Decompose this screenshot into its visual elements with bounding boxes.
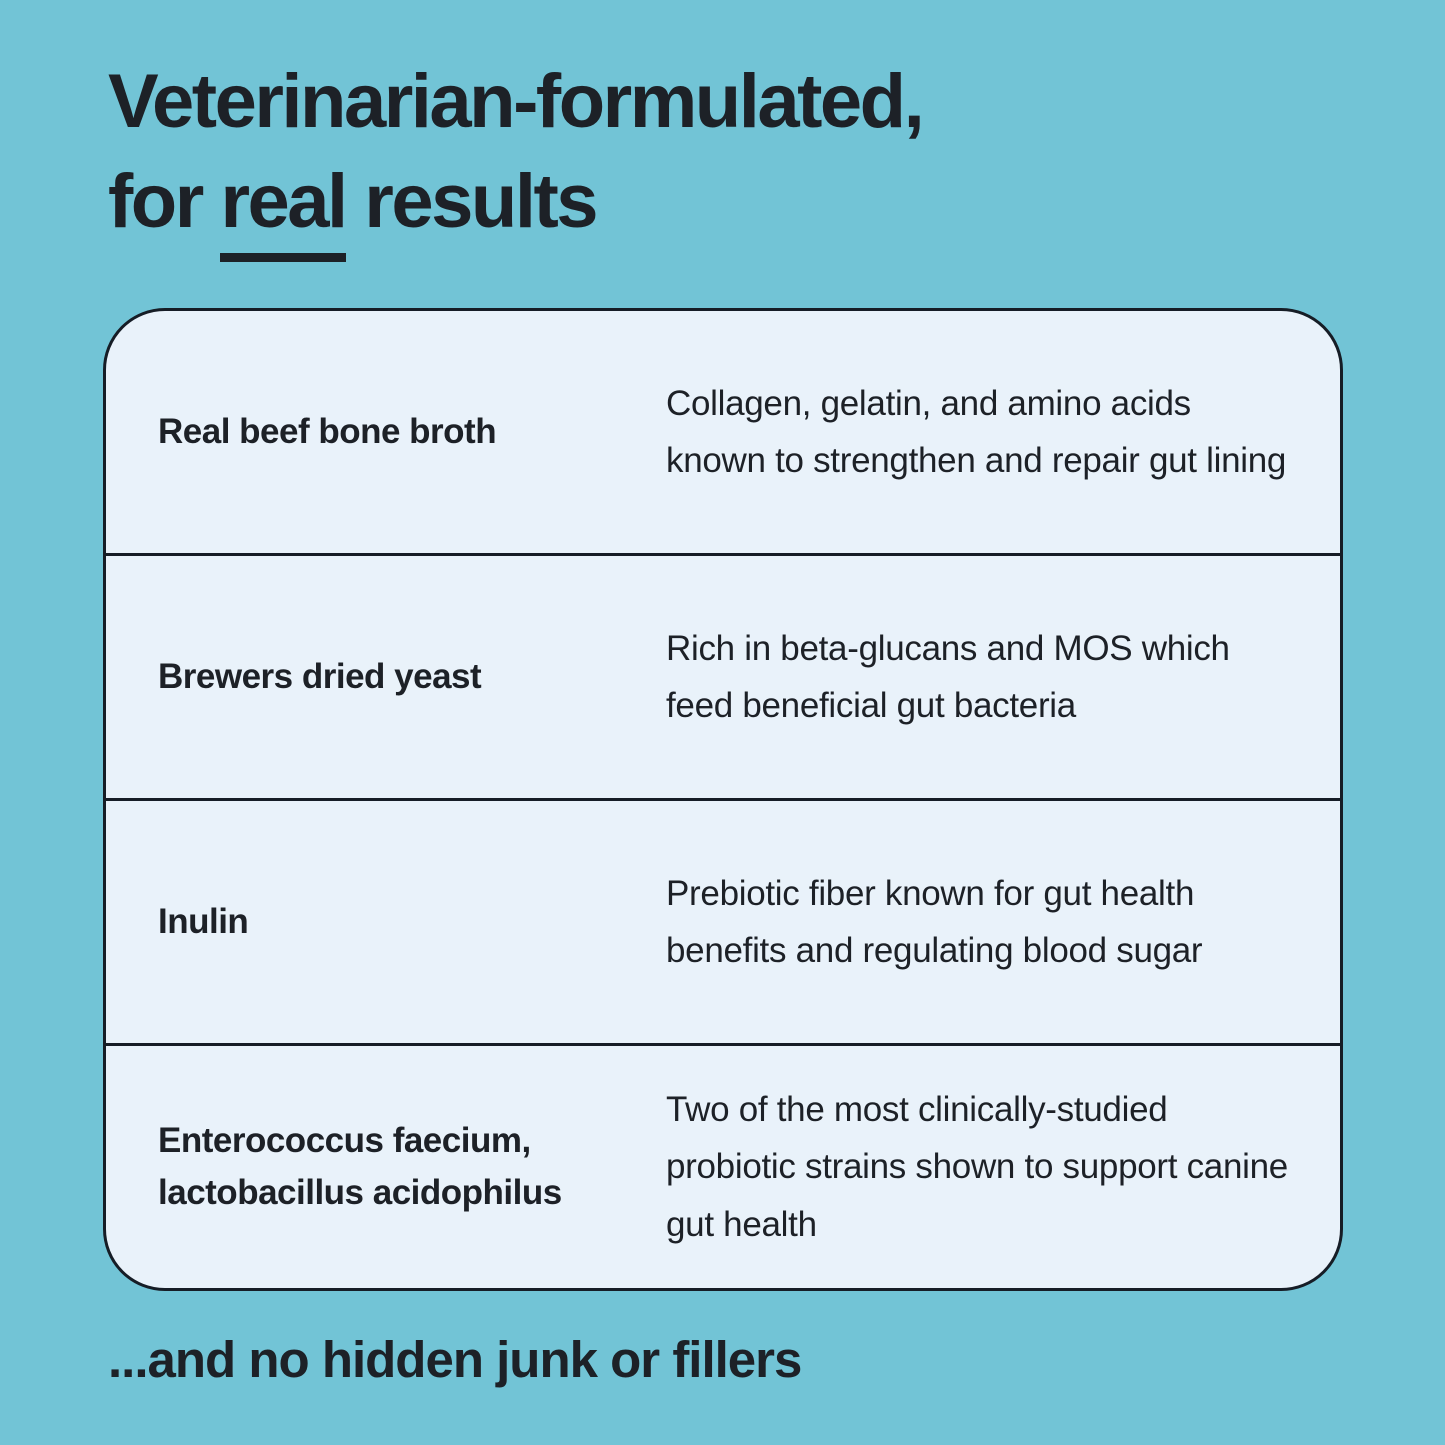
ingredient-description: Prebiotic fiber known for gut health ben… xyxy=(666,873,1203,970)
table-row: Real beef bone broth Collagen, gelatin, … xyxy=(106,311,1340,553)
page-title-line1: Veterinarian-formulated, xyxy=(108,59,925,144)
ingredient-name: Real beef bone broth xyxy=(158,411,497,451)
footer-tagline: ...and no hidden junk or fillers xyxy=(108,1331,802,1388)
page-title: Veterinarian-formulated, for real results xyxy=(108,52,925,262)
ingredient-description: Collagen, gelatin, and amino acids known… xyxy=(666,383,1287,480)
page-title-line2-prefix: for xyxy=(108,159,221,245)
ingredient-name: Brewers dried yeast xyxy=(158,656,482,696)
table-row: Enterococcus faecium, lactobacillus acid… xyxy=(106,1043,1340,1288)
page-title-line2-suffix: results xyxy=(345,159,598,245)
table-row: Brewers dried yeast Rich in beta-glucans… xyxy=(106,553,1340,798)
table-row: Inulin Prebiotic fiber known for gut hea… xyxy=(106,798,1340,1043)
ingredient-description: Rich in beta-glucans and MOS which feed … xyxy=(666,628,1230,725)
ingredient-name: Enterococcus faecium, lactobacillus acid… xyxy=(158,1120,562,1213)
ingredient-name: Inulin xyxy=(158,901,249,941)
page-title-underlined-word: real xyxy=(220,152,348,262)
ingredient-description: Two of the most clinically-studied probi… xyxy=(666,1089,1288,1244)
ingredients-table: Real beef bone broth Collagen, gelatin, … xyxy=(103,308,1343,1291)
